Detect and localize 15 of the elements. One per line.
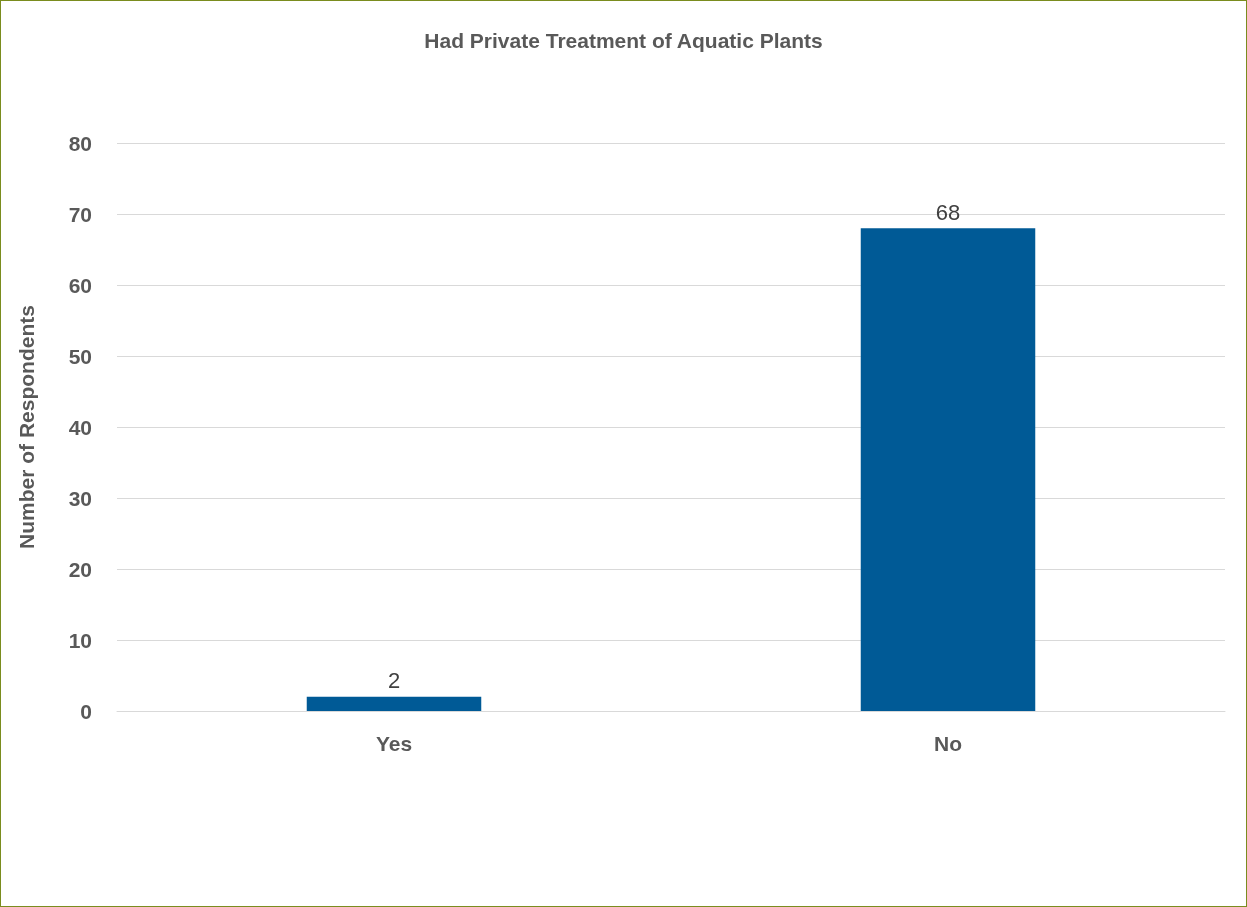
y-axis-title: Number of Respondents <box>15 305 38 549</box>
y-tick-label: 70 <box>68 202 92 226</box>
data-label: 2 <box>387 668 401 694</box>
y-tick-label: 80 <box>68 131 92 155</box>
y-tick-label: 40 <box>68 415 92 439</box>
x-tick-label: No <box>934 732 962 755</box>
y-tick-label: 30 <box>68 486 92 510</box>
y-tick-label: 0 <box>80 699 92 723</box>
x-tick-label: Yes <box>375 732 413 755</box>
data-label: 68 <box>935 199 961 225</box>
y-tick-label: 10 <box>68 628 92 652</box>
y-tick-label: 60 <box>68 273 92 297</box>
y-tick-label: 50 <box>68 344 92 368</box>
y-tick-label: 20 <box>68 557 92 581</box>
chart-title: Had Private Treatment of Aquatic Plants <box>424 29 823 52</box>
